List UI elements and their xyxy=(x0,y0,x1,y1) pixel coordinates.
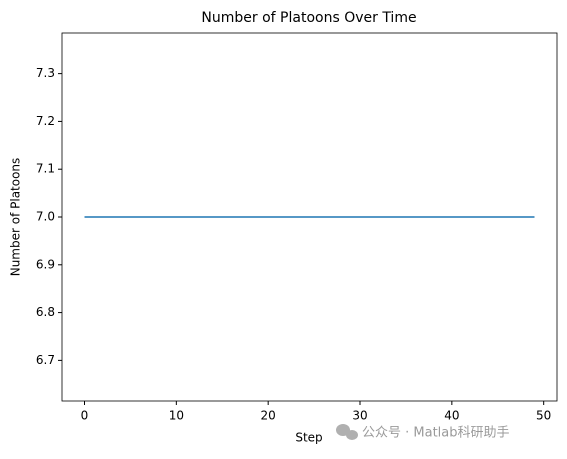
y-tick-label: 6.9 xyxy=(36,257,55,271)
y-tick-label: 7.3 xyxy=(36,66,55,80)
y-tick-label: 6.7 xyxy=(36,353,55,367)
watermark-icon xyxy=(336,424,358,440)
x-tick-label: 50 xyxy=(536,409,551,423)
watermark: 公众号 · Matlab科研助手 xyxy=(362,426,510,441)
y-tick-label: 7.2 xyxy=(36,114,55,128)
y-tick-label: 7.1 xyxy=(36,162,55,176)
x-tick-label: 0 xyxy=(81,409,89,423)
y-tick-label: 6.8 xyxy=(36,305,55,319)
x-tick-label: 30 xyxy=(352,409,367,423)
x-axis-label: Step xyxy=(295,431,322,445)
x-tick-label: 10 xyxy=(169,409,184,423)
x-tick-label: 20 xyxy=(261,409,276,423)
y-tick-label: 7.0 xyxy=(36,210,55,224)
y-axis-label: Number of Platoons xyxy=(9,158,23,277)
chart-title: Number of Platoons Over Time xyxy=(201,10,416,26)
plot-frame xyxy=(61,32,558,402)
x-tick-label: 40 xyxy=(444,409,459,423)
